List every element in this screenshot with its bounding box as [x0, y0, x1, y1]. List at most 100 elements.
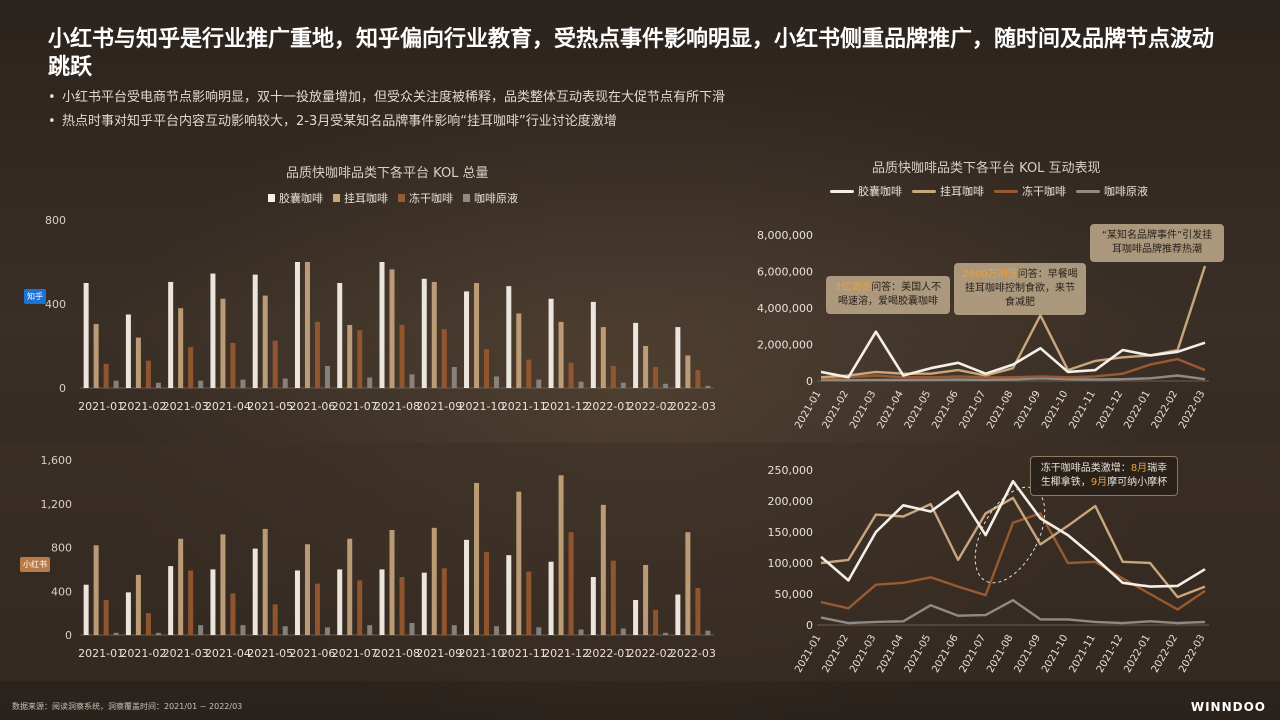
x-tick-label: 2021-01 — [793, 633, 823, 675]
bar-挂耳咖啡 — [558, 321, 564, 388]
x-tick-label: 2022-03 — [670, 400, 716, 413]
x-tick-label: 2021-07 — [958, 633, 988, 675]
bar-冻干咖啡 — [357, 580, 363, 635]
bar-挂耳咖啡 — [304, 544, 310, 635]
x-tick-label: 2021-02 — [821, 633, 851, 675]
x-tick-label: 2021-10 — [459, 400, 505, 413]
bar-咖啡原液 — [198, 380, 204, 388]
x-tick-label: 2021-09 — [1013, 389, 1043, 431]
x-tick-label: 2022-01 — [585, 647, 631, 660]
bar-冻干咖啡 — [314, 321, 320, 388]
bar-legend: 胶囊咖啡 挂耳咖啡 冻干咖啡 咖啡原液 — [268, 190, 518, 206]
bar-冻干咖啡 — [568, 532, 574, 635]
bar-胶囊咖啡 — [464, 539, 470, 635]
x-tick-label: 2021-05 — [903, 389, 933, 431]
callout-text: 问答：早餐喝挂耳咖啡控制食欲，来节食减肥 — [965, 269, 1078, 308]
bar-冻干咖啡 — [230, 593, 236, 635]
bar-咖啡原液 — [282, 626, 288, 635]
bar-挂耳咖啡 — [600, 327, 606, 388]
bar-胶囊咖啡 — [337, 569, 343, 635]
x-tick-label: 2021-03 — [163, 647, 209, 660]
bullet-item: • 热点时事对知乎平台内容互动影响较大，2-3月受某知名品牌事件影响“挂耳咖啡”行… — [48, 114, 617, 129]
bar-挂耳咖啡 — [135, 337, 141, 388]
legend-line — [994, 189, 1018, 193]
bar-chart-title: 品质快咖啡品类下各平台 KOL 总量 — [286, 166, 489, 181]
legend-swatch — [398, 194, 405, 202]
bar-挂耳咖啡 — [600, 504, 606, 635]
legend-item: 胶囊咖啡 — [830, 183, 902, 199]
x-tick-label: 2021-12 — [1095, 389, 1125, 431]
bar-挂耳咖啡 — [474, 482, 480, 635]
bar-咖啡原液 — [536, 627, 542, 635]
x-tick-label: 2021-04 — [875, 389, 905, 431]
bar-挂耳咖啡 — [304, 262, 310, 388]
bar-挂耳咖啡 — [558, 475, 564, 635]
y-tick-label: 0 — [59, 382, 66, 395]
bar-挂耳咖啡 — [516, 313, 522, 388]
bar-胶囊咖啡 — [590, 577, 596, 635]
line-legend: 胶囊咖啡 挂耳咖啡 冻干咖啡 咖啡原液 — [830, 183, 1148, 199]
y-tick-label: 800 — [51, 542, 72, 555]
bar-冻干咖啡 — [188, 570, 194, 635]
line-冻干咖啡 — [820, 512, 1206, 611]
bar-咖啡原液 — [578, 629, 584, 635]
xhs-kol-bar-chart: 04008001,2001,6002021-012021-022021-0320… — [41, 454, 716, 660]
brand-logo: WINNDOO — [1190, 700, 1266, 714]
y-tick-label: 200,000 — [768, 495, 814, 508]
bar-冻干咖啡 — [357, 330, 363, 388]
y-tick-label: 1,600 — [41, 454, 73, 467]
callout-highlight: 8月 — [1130, 463, 1148, 474]
x-tick-label: 2021-09 — [416, 400, 462, 413]
bar-胶囊咖啡 — [210, 569, 216, 635]
x-tick-label: 2021-03 — [848, 389, 878, 431]
zhihu-interaction-line-chart: 0 2,000,000 4,000,000 6,000,000 8,000,000 202… — [757, 229, 1209, 431]
x-tick-label: 2021-12 — [1095, 633, 1125, 675]
bar-冻干咖啡 — [653, 367, 659, 388]
x-tick-label: 2021-08 — [985, 633, 1015, 675]
bar-冻干咖啡 — [314, 583, 320, 635]
line-胶囊咖啡 — [820, 330, 1206, 379]
bullet-list: • 小红书平台受电商节点影响明显，双十一投放量增加，但受众关注度被稀释，品类整体互… — [48, 86, 725, 134]
x-tick-label: 2021-08 — [374, 400, 420, 413]
bar-挂耳咖啡 — [93, 323, 99, 388]
x-tick-label: 2021-03 — [848, 633, 878, 675]
bar-胶囊咖啡 — [252, 548, 258, 635]
bar-咖啡原液 — [240, 625, 246, 635]
bar-胶囊咖啡 — [210, 273, 216, 388]
x-tick-label: 2021-07 — [332, 400, 378, 413]
bar-冻干咖啡 — [695, 370, 701, 388]
legend-label: 挂耳咖啡 — [940, 185, 984, 198]
legend-label: 咖啡原液 — [1104, 185, 1148, 198]
legend-swatch — [463, 194, 470, 202]
legend-line — [912, 189, 936, 193]
callout-text: 瑞幸生椰拿铁， — [1040, 463, 1168, 488]
bullet-text: 热点时事对知乎平台内容互动影响较大，2-3月受某知名品牌事件影响“挂耳咖啡”行业… — [62, 114, 617, 129]
bar-冻干咖啡 — [272, 340, 278, 388]
bar-咖啡原液 — [409, 374, 415, 388]
bar-咖啡原液 — [494, 626, 500, 635]
callout-capsule: 2亿浏览问答：美国人不喝速溶，爱喝胶囊咖啡 — [826, 276, 950, 314]
bar-咖啡原液 — [282, 378, 288, 388]
bar-挂耳咖啡 — [135, 574, 141, 635]
x-tick-label: 2022-02 — [1150, 633, 1180, 675]
legend-item: 挂耳咖啡 — [333, 190, 388, 206]
x-tick-label: 2022-01 — [585, 400, 631, 413]
bar-挂耳咖啡 — [220, 298, 226, 388]
bar-冻干咖啡 — [526, 359, 532, 388]
legend-line — [1076, 189, 1100, 193]
y-tick-label: 8,000,000 — [757, 229, 813, 242]
x-tick-label: 2021-02 — [120, 400, 166, 413]
x-tick-label: 2021-02 — [821, 389, 851, 431]
x-tick-label: 2021-05 — [247, 647, 293, 660]
bar-挂耳咖啡 — [643, 346, 649, 388]
legend-label: 挂耳咖啡 — [344, 192, 388, 205]
y-tick-label: 0 — [65, 629, 72, 642]
x-tick-label: 2021-06 — [930, 633, 960, 675]
x-tick-label: 2021-09 — [1013, 633, 1043, 675]
y-tick-label: 400 — [45, 298, 66, 311]
bar-咖啡原液 — [367, 377, 373, 388]
callout-highlight: 9月 — [1090, 477, 1108, 488]
bar-咖啡原液 — [367, 625, 373, 635]
bar-冻干咖啡 — [103, 600, 109, 635]
zhihu-kol-bar-chart: 04008002021-012021-022021-032021-042021-… — [45, 214, 716, 413]
